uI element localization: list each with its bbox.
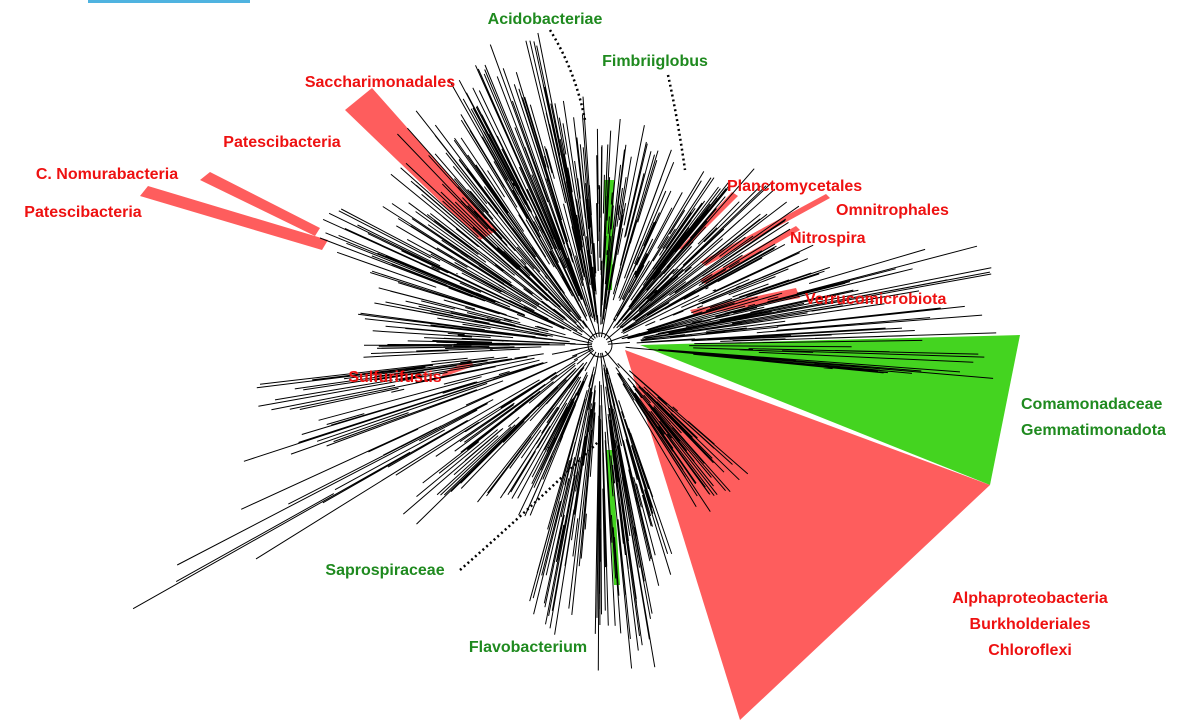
top-bar xyxy=(88,0,250,3)
label: Nitrospira xyxy=(790,230,866,247)
red-strip xyxy=(140,186,328,250)
green-strip xyxy=(606,450,620,585)
label: Verrucomicrobiota xyxy=(805,291,946,308)
label: Patescibacteria xyxy=(24,204,142,221)
label: Sulfurifustis xyxy=(348,369,441,386)
red-wedge xyxy=(625,350,990,720)
label: Comamonadaceae xyxy=(1021,396,1162,413)
label: Chloroflexi xyxy=(988,642,1072,659)
branches xyxy=(132,32,997,671)
label: Burkholderiales xyxy=(970,616,1091,633)
label: Fimbriiglobus xyxy=(602,53,708,70)
label: Planctomycetales xyxy=(727,178,862,195)
label: Omnitrophales xyxy=(836,202,949,219)
label: C. Nomurabacteria xyxy=(36,166,178,183)
labels: Acidobacteriae Fimbriiglobus Saccharimon… xyxy=(24,11,1166,659)
leader-line xyxy=(459,439,601,571)
leader-line xyxy=(666,74,687,171)
label: Alphaproteobacteria xyxy=(952,590,1108,607)
root-ring xyxy=(587,332,613,358)
tree-branches xyxy=(132,32,997,671)
red-strip xyxy=(200,172,320,236)
label: Acidobacteriae xyxy=(488,11,603,28)
label: Patescibacteria xyxy=(223,134,341,151)
label: Saprospiraceae xyxy=(325,562,444,579)
label: Gemmatimonadota xyxy=(1021,422,1166,439)
label: Flavobacterium xyxy=(469,639,587,656)
label: Saccharimonadales xyxy=(305,74,455,91)
